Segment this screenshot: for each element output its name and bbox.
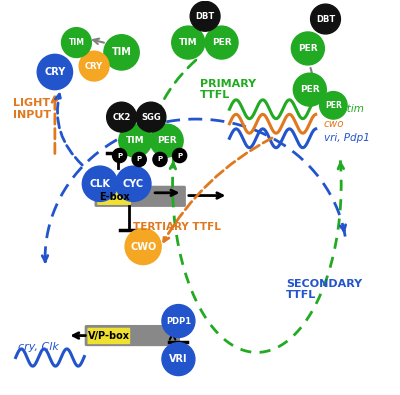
Circle shape: [132, 152, 146, 167]
Text: CK2: CK2: [112, 113, 131, 122]
Text: SGG: SGG: [141, 113, 161, 122]
Circle shape: [136, 102, 166, 132]
Text: PER: PER: [300, 85, 320, 94]
Text: cwo: cwo: [324, 119, 344, 129]
Text: CWO: CWO: [130, 241, 156, 252]
Text: TIM: TIM: [126, 136, 144, 145]
Text: SECONDARY
TTFL: SECONDARY TTFL: [286, 279, 362, 301]
Text: cry, Clk: cry, Clk: [18, 342, 58, 352]
Text: PER: PER: [325, 101, 342, 110]
Circle shape: [125, 228, 161, 265]
Text: PRIMARY
TTFL: PRIMARY TTFL: [200, 79, 256, 100]
Text: TIM: TIM: [179, 38, 198, 47]
Circle shape: [116, 166, 151, 201]
Text: DBT: DBT: [316, 15, 335, 24]
Circle shape: [79, 51, 109, 81]
Text: TIM: TIM: [112, 47, 132, 57]
Text: PDP1: PDP1: [166, 316, 191, 325]
FancyBboxPatch shape: [88, 328, 130, 344]
Circle shape: [37, 55, 72, 90]
Circle shape: [320, 92, 347, 119]
Text: TERTIARY TTFL: TERTIARY TTFL: [133, 222, 221, 232]
Text: DBT: DBT: [196, 12, 215, 21]
Circle shape: [162, 342, 195, 376]
Circle shape: [82, 166, 118, 201]
Text: PER: PER: [157, 136, 176, 145]
Circle shape: [293, 73, 326, 106]
Text: CRY: CRY: [44, 67, 66, 77]
Text: PER: PER: [298, 44, 318, 53]
Circle shape: [104, 35, 139, 70]
Text: P: P: [177, 152, 182, 158]
Circle shape: [172, 26, 205, 59]
Text: CRY: CRY: [85, 62, 103, 71]
Text: PER: PER: [212, 38, 231, 47]
Circle shape: [172, 149, 187, 163]
Text: TIM: TIM: [68, 38, 84, 47]
FancyBboxPatch shape: [85, 325, 180, 346]
Circle shape: [150, 124, 183, 157]
Text: E-box: E-box: [99, 192, 130, 202]
Circle shape: [112, 149, 127, 163]
Circle shape: [62, 28, 91, 58]
FancyBboxPatch shape: [97, 188, 131, 205]
Circle shape: [107, 102, 136, 132]
FancyBboxPatch shape: [94, 186, 186, 207]
Circle shape: [291, 32, 324, 65]
Text: VRI: VRI: [169, 354, 188, 364]
Text: vri, Pdp1: vri, Pdp1: [324, 133, 370, 143]
Circle shape: [119, 124, 152, 157]
Circle shape: [205, 26, 238, 59]
Circle shape: [311, 4, 340, 34]
Circle shape: [153, 152, 167, 167]
Text: LIGHT
INPUT: LIGHT INPUT: [12, 98, 51, 120]
Text: V/P-box: V/P-box: [88, 331, 130, 341]
Circle shape: [190, 2, 220, 31]
Text: CYC: CYC: [123, 179, 144, 189]
Text: P: P: [158, 156, 162, 162]
Circle shape: [162, 305, 195, 337]
Text: P: P: [137, 156, 142, 162]
Text: P: P: [117, 152, 122, 158]
Text: per, tim: per, tim: [324, 104, 364, 114]
Text: CLK: CLK: [90, 179, 110, 189]
